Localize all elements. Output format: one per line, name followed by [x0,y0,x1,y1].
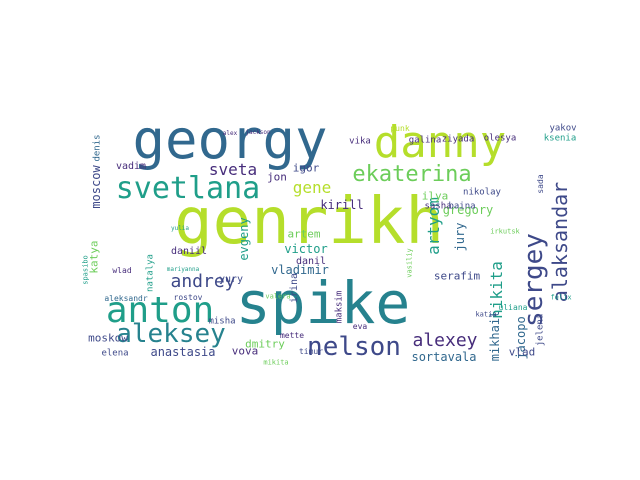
word-genrikh: genrikh [174,185,444,259]
word-yakov: yakov [549,123,577,134]
word-katia: katia [475,310,497,319]
word-vlad: vlad [508,345,536,359]
word-serafim: serafim [433,269,481,283]
word-sveta: sveta [208,160,258,179]
word-ilya: ilya [421,189,449,203]
word-artem: artem [287,227,321,241]
word-jury: jury [453,222,467,252]
word-vadim: vadim [115,161,147,172]
word-jon: jon [267,170,287,184]
word-nikolay: nikolay [463,187,501,198]
word-yury: yury [218,274,244,285]
word-maksim: maksim [334,290,345,324]
word-gene: gene [292,178,332,197]
word-rostov: rostov [173,293,203,302]
word-moscow: moscow [89,165,103,209]
word-ziyada: ziyada [441,134,475,145]
word-danny: danny [373,117,507,168]
word-aleksandr: aleksandr [104,294,148,303]
word-vova: vova [231,344,259,358]
word-sortavala: sortavala [411,350,477,364]
word-mariyanna: mariyanna [166,266,200,273]
word-evgeny: evgeny [237,217,251,261]
word-misha: misha [208,316,236,327]
word-yulia: yulia [170,225,190,232]
word-spasibo: spasibo [81,255,90,285]
word-vasiliy: vasiliy [405,248,414,278]
word-irkutsk: irkutsk [490,227,520,236]
word-galina: galina [408,135,442,146]
word-dmitry: dmitry [245,337,285,351]
word-valera: valera [265,292,291,301]
word-gregory: gregory [442,203,494,217]
word-andrey: andrey [170,271,236,292]
word-nelson: nelson [307,332,401,362]
word-eva: eva [352,322,368,331]
word-denis: denis [92,134,103,162]
word-jackson: jackson [245,129,271,136]
word-baina: baina [448,201,476,212]
word-alex: alex [222,130,238,137]
word-olesya: olesya [483,133,517,144]
word-vika: vika [349,136,371,147]
word-georgy: georgy [132,108,328,171]
word-natalya: natalya [145,254,156,292]
word-uliana: uliana [498,303,528,312]
word-moskow: moskow [88,331,128,345]
word-vladimir: vladimir [271,263,329,277]
word-timur: timur [298,347,324,356]
word-victor: victor [284,242,328,256]
word-mette: mette [279,331,305,340]
word-felix: felix [550,293,572,302]
word-svetlana: svetlana [115,171,261,206]
word-spike: spike [235,269,411,337]
word-alaksandar: alaksandar [548,181,572,303]
word-daniil: daniil [170,246,208,257]
word-aleksey: aleksey [116,319,226,349]
word-jelena: jelena [535,313,546,347]
word-ekaterina: ekaterina [352,162,472,187]
word-igor: igor [292,161,320,175]
word-elena: elena [101,348,129,359]
word-sasha: sasha [424,201,452,212]
word-mikita: mikita [263,358,289,367]
word-wlad: wlad [112,266,132,275]
word-anastasia: anastasia [150,345,216,359]
word-irina: irina [289,272,300,304]
word-alexey: alexey [412,330,478,351]
word-sada: sada [536,174,545,194]
word-katya: katya [87,240,101,274]
word-danil: danil [295,256,327,267]
word-punk: punk [390,124,410,133]
word-ksenia: ksenia [543,133,577,144]
word-anton: anton [105,290,215,331]
word-kirill: kirill [320,198,364,212]
